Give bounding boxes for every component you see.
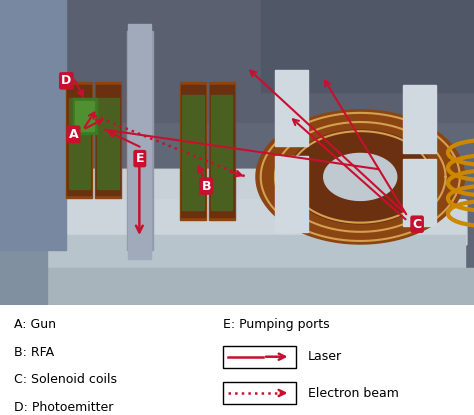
Bar: [95, 82, 121, 198]
Bar: [223, 346, 296, 368]
Bar: [180, 82, 206, 220]
Text: D: Photoemitter: D: Photoemitter: [14, 401, 114, 414]
Text: E: E: [136, 152, 144, 165]
Bar: [97, 98, 118, 189]
Bar: [403, 85, 436, 152]
Bar: [128, 24, 151, 259]
Bar: [0, 0, 66, 250]
Bar: [261, 0, 474, 91]
Text: D: D: [61, 74, 72, 87]
Bar: [223, 382, 296, 404]
Bar: [275, 70, 308, 146]
Text: A: Gun: A: Gun: [14, 318, 56, 331]
Bar: [67, 85, 91, 195]
Bar: [75, 101, 94, 131]
Bar: [73, 98, 97, 134]
Bar: [211, 95, 232, 210]
Bar: [209, 82, 235, 220]
Bar: [69, 98, 90, 189]
Bar: [210, 85, 234, 217]
FancyBboxPatch shape: [0, 169, 263, 209]
Text: A: A: [69, 128, 78, 141]
Bar: [0, 0, 474, 122]
Bar: [275, 156, 308, 232]
Bar: [0, 0, 47, 305]
Bar: [127, 30, 153, 250]
Polygon shape: [287, 130, 433, 224]
FancyBboxPatch shape: [0, 200, 467, 246]
Polygon shape: [256, 110, 465, 244]
Bar: [66, 82, 92, 198]
Bar: [181, 85, 205, 217]
Text: Electron beam: Electron beam: [308, 386, 399, 400]
Bar: [403, 159, 436, 226]
Polygon shape: [324, 154, 397, 200]
Text: B: RFA: B: RFA: [14, 346, 55, 359]
Text: Laser: Laser: [308, 350, 342, 363]
Text: C: Solenoid coils: C: Solenoid coils: [14, 374, 117, 386]
Text: C: C: [412, 218, 422, 231]
Bar: [47, 235, 465, 275]
Bar: [0, 269, 474, 305]
Bar: [96, 85, 120, 195]
Text: B: B: [201, 180, 211, 193]
Text: E: Pumping ports: E: Pumping ports: [223, 318, 329, 331]
Bar: [182, 95, 204, 210]
